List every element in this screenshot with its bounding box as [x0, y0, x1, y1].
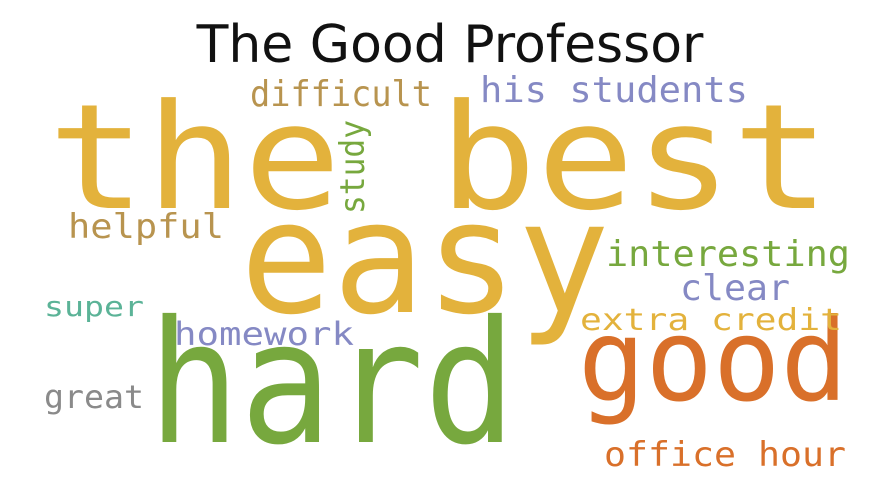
word-super: super [44, 290, 144, 323]
word-office-hour: office hour [604, 435, 846, 475]
word-difficult: difficult [250, 74, 432, 115]
word-helpful: helpful [68, 207, 224, 247]
word-hard: hard [148, 285, 516, 483]
word-study: study [333, 120, 373, 214]
word-interesting: interesting [606, 234, 850, 275]
word-great: great [44, 378, 144, 416]
word-homework: homework [174, 315, 354, 353]
word-cloud-title: The Good Professor [196, 15, 704, 75]
word-good: good [578, 294, 848, 427]
word-the-best: the best [48, 73, 830, 243]
word-extra-credit: extra credit [580, 303, 842, 338]
word-his-students: his students [480, 70, 748, 111]
word-easy: easy [240, 167, 610, 349]
word-clear: clear [680, 268, 790, 309]
